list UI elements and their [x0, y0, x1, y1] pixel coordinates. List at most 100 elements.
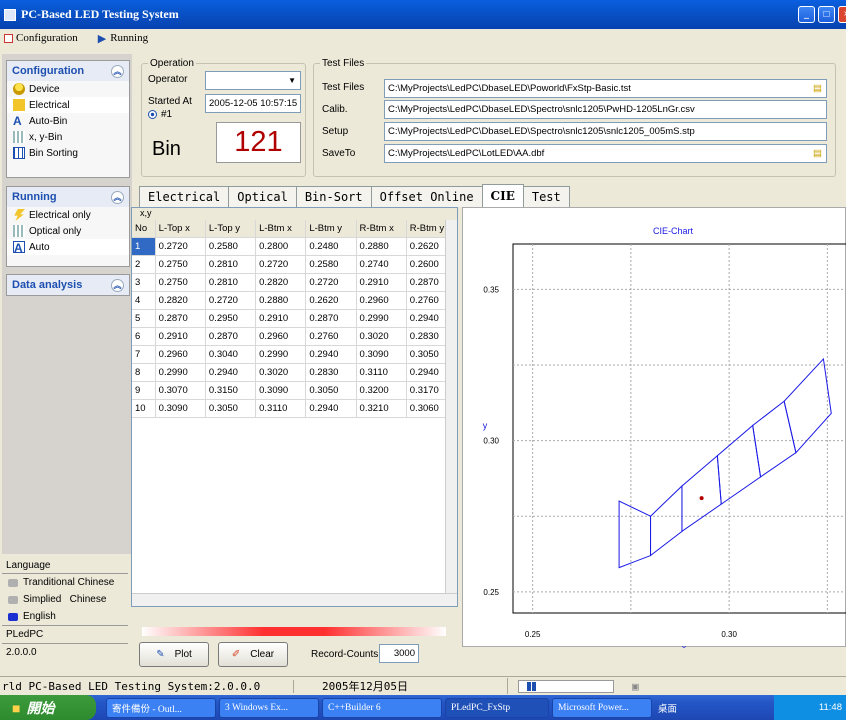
table-cell[interactable]: 0.3020: [357, 328, 407, 345]
table-cell[interactable]: 0.2750: [156, 256, 206, 273]
task-cppbuilder[interactable]: C++Builder 6: [322, 697, 442, 718]
tab-bin-sort[interactable]: Bin-Sort: [295, 186, 372, 207]
table-row[interactable]: 10 0.3090 0.3050 0.3110 0.2940 0.3210 0.3060: [132, 400, 457, 418]
table-cell[interactable]: 0.2810: [206, 274, 257, 291]
table-cell[interactable]: 7: [132, 346, 156, 363]
operator-select[interactable]: ▼: [205, 71, 301, 90]
table-row[interactable]: 1 0.2720 0.2580 0.2800 0.2480 0.2880 0.2620: [132, 238, 457, 256]
table-cell[interactable]: 0.3200: [357, 382, 407, 399]
table-cell[interactable]: 0.2880: [256, 292, 307, 309]
table-cell[interactable]: 0.3090: [156, 400, 206, 417]
table-cell[interactable]: 0.3110: [357, 364, 407, 381]
clear-button[interactable]: ✐ Clear: [218, 642, 288, 667]
table-cell[interactable]: 0.3050: [206, 400, 257, 417]
table-cell[interactable]: 6: [132, 328, 156, 345]
expand-icon[interactable]: ︽: [111, 278, 124, 292]
table-cell[interactable]: 0.2820: [156, 292, 206, 309]
table-cell[interactable]: 0.2990: [156, 364, 206, 381]
dropdown-arrow-icon[interactable]: ▼: [288, 76, 296, 85]
window-titlebar[interactable]: PC-Based LED Testing System _ □ ×: [0, 0, 846, 29]
table-cell[interactable]: 0.2720: [156, 238, 206, 255]
sidebar-item-auto-bin[interactable]: A Auto-Bin: [13, 114, 68, 128]
data-analysis-panel-header[interactable]: Data analysis ︽: [7, 275, 129, 295]
start-button[interactable]: ■ 開始: [0, 695, 96, 720]
setup-path[interactable]: C:\MyProjects\LedPC\DbaseLED\Spectro\snl…: [384, 122, 827, 141]
sidebar-item-electrical-only[interactable]: Electrical only: [7, 207, 129, 223]
running-panel-header[interactable]: Running ︽: [7, 187, 129, 207]
column-header[interactable]: L-Top x: [155, 220, 206, 237]
table-cell[interactable]: 0.2960: [256, 328, 307, 345]
table-cell[interactable]: 0.2480: [306, 238, 357, 255]
table-cell[interactable]: 0.2580: [206, 238, 257, 255]
test-files-path[interactable]: C:\MyProjects\LedPC\DbaseLED\Poworld\FxS…: [384, 79, 827, 98]
tab-offset-online[interactable]: Offset Online: [370, 186, 483, 207]
table-cell[interactable]: 0.2720: [256, 256, 307, 273]
table-cell[interactable]: 0.2940: [206, 364, 257, 381]
horizontal-scrollbar[interactable]: [132, 593, 457, 606]
sidebar-item-bin-sorting[interactable]: Bin Sorting: [7, 145, 129, 161]
sidebar-item-optical-only[interactable]: Optical only: [7, 223, 129, 239]
sidebar-item-electrical[interactable]: Electrical: [7, 97, 129, 113]
table-cell[interactable]: 4: [132, 292, 156, 309]
task-windows-explorer[interactable]: 3 Windows Ex...: [219, 697, 319, 718]
table-cell[interactable]: 0.3090: [357, 346, 407, 363]
tab-electrical[interactable]: Electrical: [139, 186, 230, 207]
table-cell[interactable]: 0.3090: [256, 382, 307, 399]
sidebar-item-auto[interactable]: A Auto: [7, 239, 129, 255]
folder-icon[interactable]: ▤: [813, 83, 822, 94]
table-cell[interactable]: 2: [132, 256, 156, 273]
table-cell[interactable]: 5: [132, 310, 156, 327]
collapse-icon[interactable]: ︽: [111, 64, 124, 78]
configuration-panel-header[interactable]: Configuration ︽: [7, 61, 129, 81]
table-cell[interactable]: 0.2580: [306, 256, 357, 273]
table-cell[interactable]: 0.2750: [156, 274, 206, 291]
table-cell[interactable]: 0.2960: [156, 346, 206, 363]
table-cell[interactable]: 0.2910: [256, 310, 307, 327]
table-cell[interactable]: 0.2720: [206, 292, 257, 309]
table-cell[interactable]: 0.2990: [357, 310, 407, 327]
table-cell[interactable]: 10: [132, 400, 156, 417]
column-header[interactable]: No: [132, 220, 156, 237]
table-cell[interactable]: 0.2810: [206, 256, 257, 273]
table-row[interactable]: 6 0.2910 0.2870 0.2960 0.2760 0.3020 0.2830: [132, 328, 457, 346]
column-header[interactable]: L-Btm y: [306, 220, 357, 237]
table-cell[interactable]: 0.2800: [256, 238, 307, 255]
table-cell[interactable]: 0.2870: [306, 310, 357, 327]
table-cell[interactable]: 0.2990: [256, 346, 307, 363]
table-row[interactable]: 5 0.2870 0.2950 0.2910 0.2870 0.2990 0.2940: [132, 310, 457, 328]
language-option-simplified[interactable]: Simplied Chinese: [2, 591, 128, 608]
table-cell[interactable]: 0.2940: [306, 400, 357, 417]
run-radio[interactable]: #1: [148, 109, 172, 120]
table-cell[interactable]: 0.2870: [206, 328, 257, 345]
column-header[interactable]: L-Btm x: [256, 220, 307, 237]
table-cell[interactable]: 0.2870: [156, 310, 206, 327]
menu-running[interactable]: ▶ Running: [97, 32, 149, 45]
record-counts-field[interactable]: 3000: [379, 644, 419, 663]
tab-cie[interactable]: CIE: [481, 184, 524, 207]
desktop-toolbar[interactable]: 桌面: [658, 703, 678, 715]
table-cell[interactable]: 0.3040: [206, 346, 257, 363]
tab-optical[interactable]: Optical: [228, 186, 297, 207]
plot-button[interactable]: ✎ Plot: [139, 642, 209, 667]
maximize-button[interactable]: □: [818, 6, 835, 23]
vertical-scrollbar[interactable]: [445, 220, 457, 594]
started-at-field[interactable]: 2005-12-05 10:57:15: [205, 94, 301, 113]
sidebar-item-xy-bin[interactable]: x, y-Bin: [7, 129, 129, 145]
calib-path[interactable]: C:\MyProjects\LedPC\DbaseLED\Spectro\snl…: [384, 100, 827, 119]
table-cell[interactable]: 0.3210: [357, 400, 407, 417]
table-cell[interactable]: 9: [132, 382, 156, 399]
table-cell[interactable]: 0.3110: [256, 400, 307, 417]
table-row[interactable]: 4 0.2820 0.2720 0.2880 0.2620 0.2960 0.2760: [132, 292, 457, 310]
table-cell[interactable]: 0.2880: [357, 238, 407, 255]
language-option-english[interactable]: English: [2, 608, 128, 625]
column-header[interactable]: L-Top y: [205, 220, 257, 237]
close-button[interactable]: ×: [838, 6, 846, 23]
table-cell[interactable]: 0.2830: [306, 364, 357, 381]
folder-icon[interactable]: ▤: [813, 148, 822, 159]
table-row[interactable]: 3 0.2750 0.2810 0.2820 0.2720 0.2910 0.2870: [132, 274, 457, 292]
table-cell[interactable]: 0.3050: [306, 382, 357, 399]
table-cell[interactable]: 0.3070: [156, 382, 206, 399]
table-cell[interactable]: 0.2620: [306, 292, 357, 309]
table-cell[interactable]: 0.3150: [206, 382, 257, 399]
table-cell[interactable]: 0.3020: [256, 364, 307, 381]
